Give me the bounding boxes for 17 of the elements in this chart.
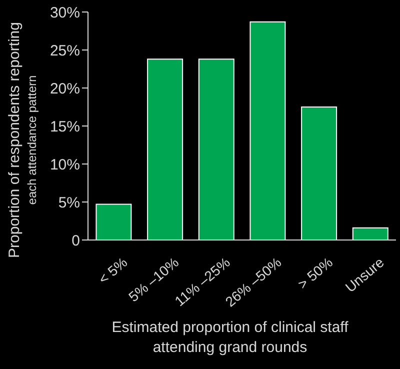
- y-tick-label: 5%: [58, 194, 80, 212]
- y-tick-label: 20%: [50, 80, 80, 98]
- bar: [301, 106, 338, 240]
- x-tick-label: < 5%: [95, 254, 130, 288]
- y-tick-label: 15%: [50, 118, 80, 136]
- y-tick-label: 30%: [50, 4, 80, 22]
- y-tick-label: 10%: [50, 156, 80, 174]
- x-axis-title: Estimated proportion of clinical staff attending grand rounds: [110, 318, 350, 358]
- bar: [250, 21, 286, 240]
- y-tick-label: 0: [72, 232, 80, 250]
- y-tick-label: 25%: [50, 42, 80, 60]
- x-tick-label: > 50%: [294, 254, 336, 292]
- bar: [198, 58, 234, 240]
- bar: [352, 227, 388, 240]
- bar: [147, 58, 184, 240]
- bar: [96, 204, 132, 240]
- y-axis-title: Proportion of respondents reporting each attendance pattern: [6, 22, 39, 258]
